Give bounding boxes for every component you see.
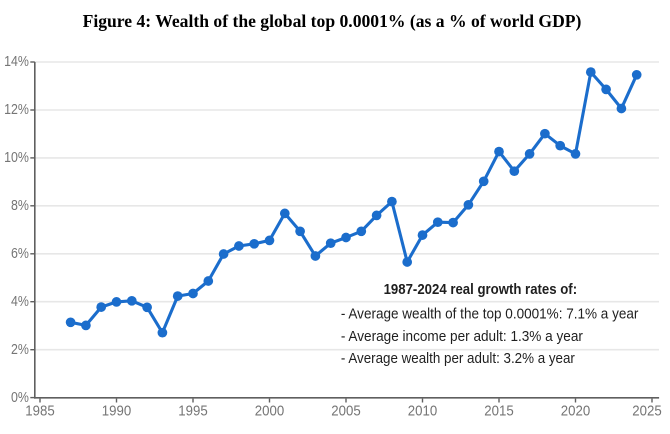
svg-text:10%: 10%	[4, 150, 29, 166]
svg-text:2025: 2025	[632, 404, 661, 420]
svg-text:0%: 0%	[11, 390, 29, 406]
svg-text:1995: 1995	[178, 404, 207, 420]
svg-text:14%: 14%	[4, 54, 29, 70]
svg-text:2020: 2020	[561, 404, 590, 420]
svg-text:2010: 2010	[408, 404, 437, 420]
svg-text:- Average wealth of the top 0.: - Average wealth of the top 0.0001%: 7.1…	[341, 306, 639, 322]
svg-text:2%: 2%	[11, 342, 29, 358]
svg-text:- Average income per adult: 1.: - Average income per adult: 1.3% a year	[341, 329, 583, 345]
svg-text:8%: 8%	[11, 198, 29, 214]
svg-text:1990: 1990	[102, 404, 131, 420]
svg-text:1985: 1985	[25, 404, 54, 420]
svg-text:2000: 2000	[255, 404, 284, 420]
svg-text:4%: 4%	[11, 294, 29, 310]
svg-text:- Average wealth per adult: 3.: - Average wealth per adult: 3.2% a year	[341, 351, 575, 367]
svg-text:1987-2024 real growth rates of: 1987-2024 real growth rates of:	[384, 282, 577, 298]
svg-text:12%: 12%	[4, 102, 29, 118]
svg-text:6%: 6%	[11, 246, 29, 262]
svg-text:2015: 2015	[484, 404, 513, 420]
svg-text:2005: 2005	[331, 404, 360, 420]
